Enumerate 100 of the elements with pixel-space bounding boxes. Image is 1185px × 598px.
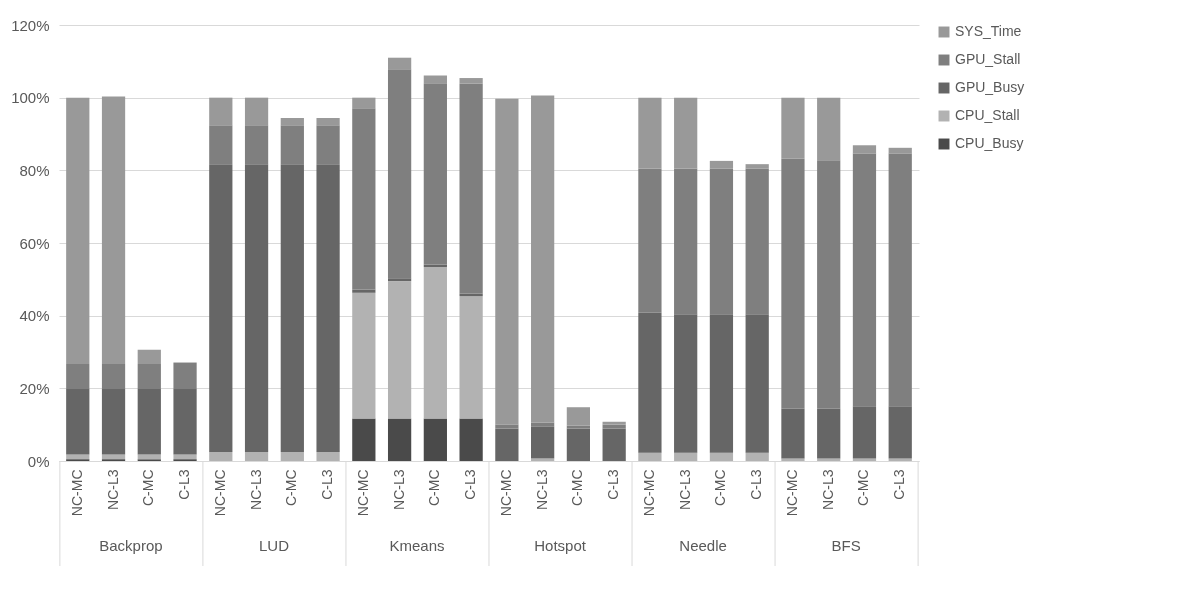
x-tick-label: C-L3	[605, 469, 622, 500]
bar	[66, 363, 90, 390]
bar	[674, 97, 698, 169]
bar	[888, 147, 912, 154]
bar	[531, 426, 555, 459]
bar	[459, 418, 483, 461]
bar	[674, 452, 698, 461]
y-tick-label: 100%	[11, 89, 50, 107]
bar	[316, 164, 340, 452]
bar	[745, 164, 769, 169]
bar	[209, 97, 233, 126]
bar	[745, 314, 769, 453]
bar	[852, 153, 877, 407]
bar	[173, 362, 197, 390]
bar	[316, 125, 340, 165]
bar	[244, 164, 269, 452]
bar	[888, 153, 912, 407]
bar	[495, 428, 519, 461]
bar	[66, 454, 90, 460]
bar	[459, 83, 483, 294]
legend-label: SYS_Time	[955, 23, 1022, 39]
x-tick-label: C-L3	[462, 469, 479, 500]
bar	[280, 125, 304, 165]
bar	[781, 458, 805, 461]
x-tick-label: C-MC	[712, 469, 729, 507]
x-tick-label: C-MC	[855, 469, 872, 507]
bar	[423, 83, 447, 265]
bar	[352, 97, 376, 109]
bar	[566, 407, 591, 426]
text: Backprop	[99, 537, 163, 554]
bar	[101, 454, 126, 460]
x-tick-label: C-L3	[748, 469, 765, 500]
bar	[638, 97, 662, 169]
x-tick-label: NC-L3	[390, 469, 407, 510]
bar	[244, 451, 269, 461]
bar	[173, 389, 197, 455]
bar	[137, 454, 161, 460]
bar	[638, 312, 662, 453]
bar	[781, 97, 805, 159]
bar	[638, 452, 662, 461]
bar	[852, 145, 877, 154]
bar	[852, 406, 877, 459]
bar	[674, 314, 698, 453]
x-tick-label: NC-L3	[676, 469, 693, 510]
bar	[709, 168, 734, 315]
bar	[781, 408, 805, 459]
bar	[423, 75, 447, 84]
bar	[387, 278, 412, 282]
bar	[173, 454, 197, 460]
x-tick-label: C-L3	[176, 469, 193, 500]
x-tick-label: NC-MC	[640, 469, 657, 517]
bar	[352, 292, 376, 419]
bar	[352, 289, 376, 293]
x-tick-label: NC-L3	[247, 469, 264, 510]
bar	[709, 452, 734, 461]
text: LUD	[258, 537, 290, 554]
bar	[209, 451, 233, 461]
bar	[137, 389, 161, 455]
bar	[602, 424, 626, 429]
bar	[137, 349, 161, 364]
x-tick-label: NC-L3	[819, 469, 836, 510]
bar	[745, 168, 769, 315]
bar	[101, 96, 126, 364]
x-tick-label: C-MC	[569, 469, 586, 507]
x-tick-label: NC-L3	[104, 469, 121, 510]
bar	[817, 160, 841, 409]
bar	[888, 458, 912, 461]
x-tick-label: NC-L3	[533, 469, 550, 510]
bar	[423, 266, 447, 419]
bar	[423, 264, 447, 267]
bar	[531, 458, 555, 461]
bar	[674, 168, 698, 315]
bar	[280, 451, 304, 461]
bar	[709, 314, 734, 453]
bar	[781, 158, 805, 409]
x-tick-label: C-L3	[319, 469, 336, 500]
bar	[602, 428, 626, 461]
text: Hotspot	[534, 537, 587, 554]
bar	[244, 97, 269, 126]
bar	[66, 389, 90, 455]
x-tick-label: C-MC	[426, 469, 443, 507]
x-tick-label: NC-MC	[497, 469, 514, 517]
bar	[101, 363, 126, 390]
bar	[352, 108, 376, 290]
bar	[316, 451, 340, 461]
text: BFS	[831, 537, 861, 554]
bar	[602, 421, 626, 425]
bar	[316, 118, 340, 126]
x-tick-label: C-L3	[891, 469, 908, 500]
bar	[66, 97, 90, 364]
bar	[566, 425, 591, 429]
y-tick-label: 60%	[19, 234, 50, 252]
bar	[495, 98, 519, 425]
bar	[495, 424, 519, 429]
bar	[566, 428, 591, 461]
bar	[817, 97, 841, 161]
bar	[423, 418, 447, 461]
bar	[137, 363, 161, 390]
bar	[888, 406, 912, 459]
bar	[387, 69, 412, 279]
